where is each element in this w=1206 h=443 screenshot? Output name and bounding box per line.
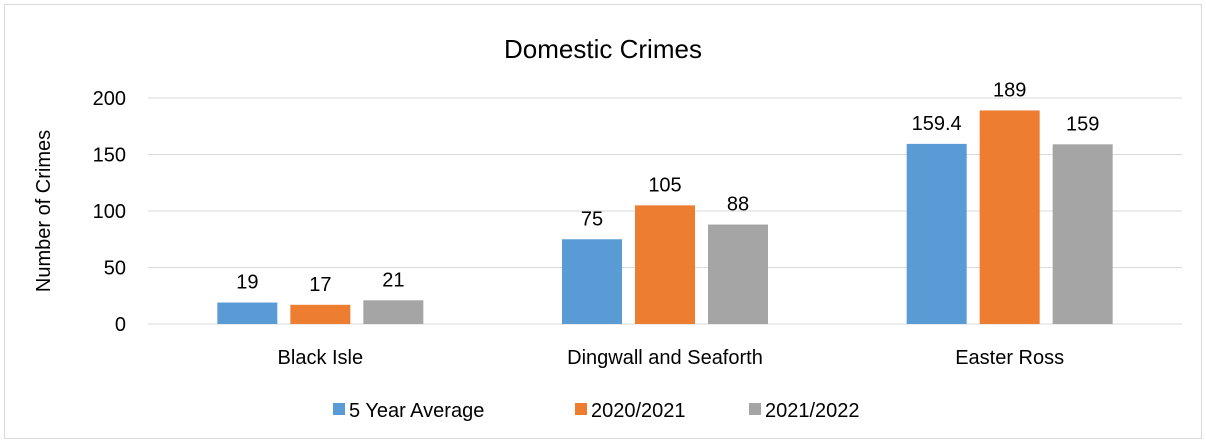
bar bbox=[1053, 144, 1113, 324]
y-axis-ticks: 0 50 100 150 200 bbox=[93, 88, 126, 336]
data-label: 105 bbox=[648, 174, 681, 196]
bar bbox=[907, 144, 967, 324]
data-label: 159 bbox=[1066, 113, 1099, 135]
y-tick-label: 200 bbox=[93, 88, 126, 110]
legend-label: 2021/2022 bbox=[765, 400, 860, 422]
bar bbox=[635, 205, 695, 324]
bar bbox=[363, 300, 423, 324]
bar bbox=[708, 225, 768, 324]
data-label: 19 bbox=[236, 272, 258, 294]
data-label: 75 bbox=[581, 208, 603, 230]
chart-title: Domestic Crimes bbox=[504, 34, 702, 64]
y-tick-label: 0 bbox=[115, 314, 126, 336]
legend-label: 5 Year Average bbox=[349, 400, 484, 422]
data-label: 189 bbox=[993, 79, 1026, 101]
y-axis-label: Number of Crimes bbox=[33, 130, 55, 292]
y-tick-label: 100 bbox=[93, 201, 126, 223]
data-label: 17 bbox=[309, 274, 331, 296]
legend-swatch bbox=[575, 403, 587, 415]
bar bbox=[217, 303, 277, 324]
x-tick-label: Dingwall and Seaforth bbox=[567, 347, 763, 369]
legend-swatch bbox=[749, 403, 761, 415]
bars bbox=[217, 110, 1112, 324]
bar bbox=[980, 110, 1040, 324]
y-tick-label: 150 bbox=[93, 145, 126, 167]
data-label: 88 bbox=[727, 194, 749, 216]
data-label: 21 bbox=[382, 269, 404, 291]
x-tick-label: Black Isle bbox=[278, 347, 364, 369]
x-axis-ticks: Black Isle Dingwall and Seaforth Easter Ro… bbox=[278, 347, 1065, 369]
legend: 5 Year Average 2020/2021 2021/2022 bbox=[333, 400, 860, 422]
data-label: 159.4 bbox=[912, 113, 962, 135]
bar bbox=[562, 239, 622, 324]
bar bbox=[290, 305, 350, 324]
legend-label: 2020/2021 bbox=[591, 400, 686, 422]
y-tick-label: 50 bbox=[104, 258, 126, 280]
legend-swatch bbox=[333, 403, 345, 415]
x-tick-label: Easter Ross bbox=[955, 347, 1064, 369]
